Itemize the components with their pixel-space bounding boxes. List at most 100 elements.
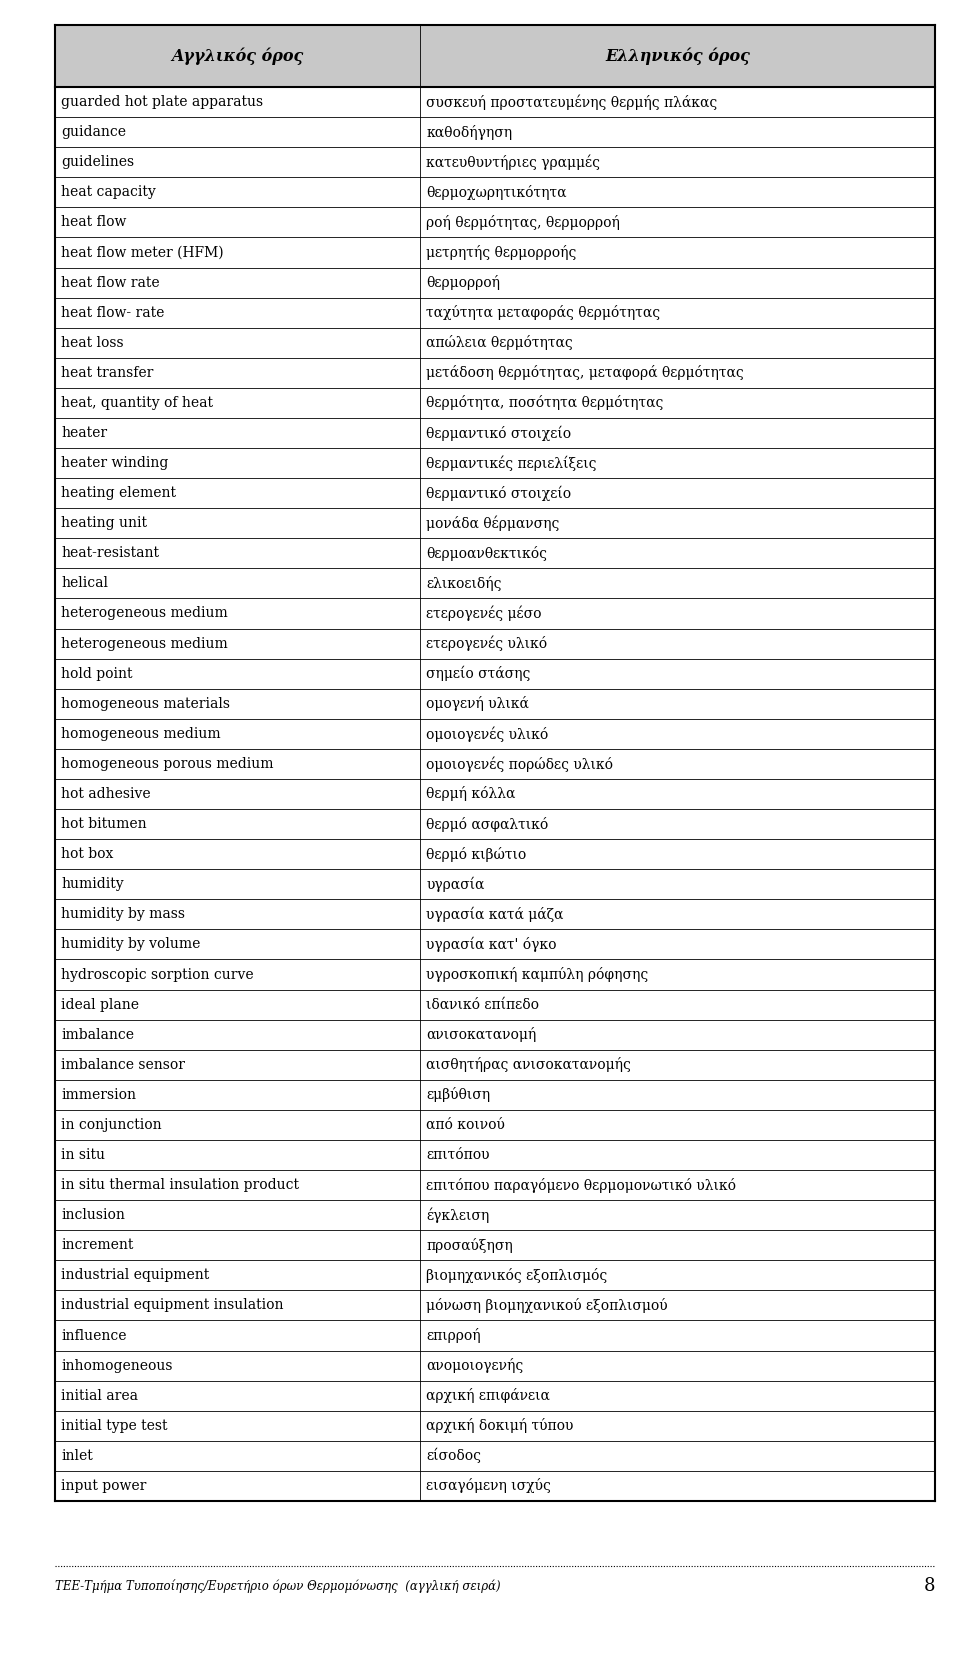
- Text: heating unit: heating unit: [61, 516, 147, 530]
- Text: in situ: in situ: [61, 1148, 105, 1161]
- Text: industrial equipment insulation: industrial equipment insulation: [61, 1299, 283, 1312]
- Text: imbalance sensor: imbalance sensor: [61, 1058, 185, 1071]
- Text: inlet: inlet: [61, 1448, 93, 1463]
- Bar: [55, 1472, 935, 1502]
- Text: in situ thermal insulation product: in situ thermal insulation product: [61, 1178, 299, 1192]
- Bar: [55, 810, 935, 840]
- Text: καθοδήγηση: καθοδήγηση: [426, 124, 513, 139]
- Text: ροή θερμότητας, θερμορροή: ροή θερμότητας, θερμορροή: [426, 215, 620, 230]
- Bar: [55, 208, 935, 238]
- Bar: [55, 989, 935, 1019]
- Text: ideal plane: ideal plane: [61, 997, 139, 1012]
- Bar: [55, 387, 935, 417]
- Text: in conjunction: in conjunction: [61, 1118, 161, 1131]
- Text: υγρασία: υγρασία: [426, 877, 485, 892]
- Bar: [55, 1351, 935, 1381]
- Text: ομοιογενές υλικό: ομοιογενές υλικό: [426, 726, 548, 741]
- Text: βιομηχανικός εξοπλισμός: βιομηχανικός εξοπλισμός: [426, 1267, 608, 1282]
- Bar: [55, 870, 935, 900]
- Text: imbalance: imbalance: [61, 1027, 134, 1042]
- Bar: [55, 357, 935, 387]
- Text: guarded hot plate apparatus: guarded hot plate apparatus: [61, 96, 263, 109]
- Bar: [55, 417, 935, 447]
- Text: guidance: guidance: [61, 126, 126, 139]
- Bar: [55, 87, 935, 117]
- Text: μετρητής θερμορροής: μετρητής θερμορροής: [426, 245, 577, 260]
- Bar: [55, 568, 935, 598]
- Text: επιτόπου παραγόμενο θερμομονωτικό υλικό: επιτόπου παραγόμενο θερμομονωτικό υλικό: [426, 1178, 736, 1193]
- Text: heater: heater: [61, 426, 108, 441]
- Text: μόνωση βιομηχανικού εξοπλισμού: μόνωση βιομηχανικού εξοπλισμού: [426, 1297, 668, 1312]
- Text: input power: input power: [61, 1478, 146, 1493]
- Text: initial type test: initial type test: [61, 1420, 167, 1433]
- Text: hot adhesive: hot adhesive: [61, 788, 151, 801]
- Text: Αγγλικός όρος: Αγγλικός όρος: [172, 47, 303, 65]
- Text: θερμαντικό στοιχείο: θερμαντικό στοιχείο: [426, 486, 571, 501]
- Text: είσοδος: είσοδος: [426, 1448, 481, 1463]
- Text: μονάδα θέρμανσης: μονάδα θέρμανσης: [426, 516, 560, 531]
- Bar: [55, 689, 935, 719]
- Text: heat loss: heat loss: [61, 335, 124, 350]
- Text: heat, quantity of heat: heat, quantity of heat: [61, 396, 213, 411]
- Text: heterogeneous medium: heterogeneous medium: [61, 607, 228, 620]
- Bar: [55, 959, 935, 989]
- Text: Ελληνικός όρος: Ελληνικός όρος: [605, 47, 750, 65]
- Text: κατευθυντήριες γραμμές: κατευθυντήριες γραμμές: [426, 154, 600, 169]
- Bar: [55, 298, 935, 328]
- Text: από κοινού: από κοινού: [426, 1118, 505, 1131]
- Text: heat flow- rate: heat flow- rate: [61, 305, 164, 320]
- Bar: [55, 1411, 935, 1441]
- Text: ιδανικό επίπεδο: ιδανικό επίπεδο: [426, 997, 540, 1012]
- Bar: [55, 1140, 935, 1170]
- Text: heat-resistant: heat-resistant: [61, 546, 159, 560]
- Text: heat capacity: heat capacity: [61, 186, 156, 199]
- Text: inclusion: inclusion: [61, 1208, 125, 1222]
- Text: επιρροή: επιρροή: [426, 1327, 481, 1342]
- Bar: [55, 1049, 935, 1079]
- Text: heat flow: heat flow: [61, 216, 127, 230]
- Text: homogeneous materials: homogeneous materials: [61, 697, 230, 711]
- Text: προσαύξηση: προσαύξηση: [426, 1239, 513, 1252]
- Text: increment: increment: [61, 1239, 133, 1252]
- Text: heat transfer: heat transfer: [61, 365, 154, 380]
- Bar: [55, 719, 935, 749]
- Text: θερμή κόλλα: θερμή κόλλα: [426, 786, 516, 801]
- Bar: [55, 238, 935, 268]
- Text: humidity by mass: humidity by mass: [61, 907, 185, 922]
- Text: ελικοειδής: ελικοειδής: [426, 577, 502, 592]
- Text: θερμαντικό στοιχείο: θερμαντικό στοιχείο: [426, 426, 571, 441]
- Text: homogeneous medium: homogeneous medium: [61, 727, 221, 741]
- Bar: [55, 147, 935, 178]
- Text: υγρασία κατά μάζα: υγρασία κατά μάζα: [426, 907, 564, 922]
- Text: influence: influence: [61, 1329, 127, 1342]
- Text: ετερογενές μέσο: ετερογενές μέσο: [426, 605, 541, 622]
- Text: homogeneous porous medium: homogeneous porous medium: [61, 758, 274, 771]
- Text: θερμό ασφαλτικό: θερμό ασφαλτικό: [426, 816, 548, 831]
- Text: επιτόπου: επιτόπου: [426, 1148, 490, 1161]
- Bar: [55, 840, 935, 870]
- Bar: [55, 447, 935, 478]
- Text: 8: 8: [924, 1577, 935, 1596]
- Text: humidity: humidity: [61, 877, 124, 892]
- Bar: [55, 478, 935, 508]
- Text: έγκλειση: έγκλειση: [426, 1207, 490, 1223]
- Text: αρχική δοκιμή τύπου: αρχική δοκιμή τύπου: [426, 1418, 573, 1433]
- Text: heat flow meter (HFM): heat flow meter (HFM): [61, 245, 224, 260]
- Bar: [55, 749, 935, 779]
- Text: industrial equipment: industrial equipment: [61, 1269, 209, 1282]
- Text: hold point: hold point: [61, 667, 132, 680]
- Text: εισαγόμενη ισχύς: εισαγόμενη ισχύς: [426, 1478, 551, 1493]
- Text: heterogeneous medium: heterogeneous medium: [61, 637, 228, 650]
- Text: σημείο στάσης: σημείο στάσης: [426, 665, 531, 680]
- Bar: [55, 598, 935, 628]
- Text: ταχύτητα μεταφοράς θερμότητας: ταχύτητα μεταφοράς θερμότητας: [426, 305, 660, 320]
- Bar: [55, 659, 935, 689]
- Bar: [55, 779, 935, 810]
- Text: heater winding: heater winding: [61, 456, 168, 469]
- Text: hot box: hot box: [61, 846, 113, 861]
- Text: συσκευή προστατευμένης θερμής πλάκας: συσκευή προστατευμένης θερμής πλάκας: [426, 94, 717, 111]
- Bar: [55, 1079, 935, 1110]
- Text: θερμότητα, ποσότητα θερμότητας: θερμότητα, ποσότητα θερμότητας: [426, 396, 663, 411]
- Text: θερμαντικές περιελίξεις: θερμαντικές περιελίξεις: [426, 456, 597, 471]
- Text: θερμοχωρητικότητα: θερμοχωρητικότητα: [426, 184, 566, 199]
